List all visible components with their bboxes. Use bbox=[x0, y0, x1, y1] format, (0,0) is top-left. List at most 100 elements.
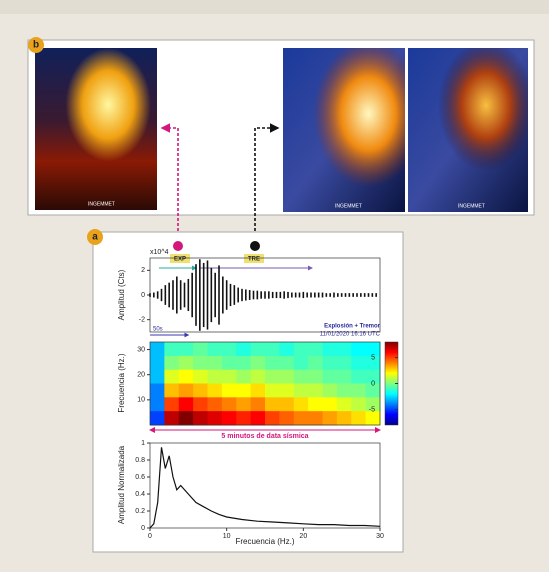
heatmap-cell bbox=[351, 384, 366, 398]
heatmap-cell bbox=[279, 370, 294, 384]
panel-label: b bbox=[33, 40, 39, 51]
heatmap-cell bbox=[208, 356, 223, 370]
y-tick-label: 0 bbox=[141, 292, 145, 299]
heatmap-cell bbox=[308, 397, 323, 411]
watermark: INGEMMET bbox=[88, 201, 115, 207]
heatmap-cell bbox=[294, 411, 309, 425]
heatmap-cell bbox=[265, 397, 280, 411]
connector-dot bbox=[250, 241, 260, 251]
heatmap-cell bbox=[236, 384, 251, 398]
heatmap-cell bbox=[164, 370, 179, 384]
heatmap-cell bbox=[208, 411, 223, 425]
x-tick-label: 10 bbox=[223, 533, 231, 540]
photo-glow bbox=[408, 48, 528, 212]
marker-label: TRE bbox=[248, 257, 260, 263]
y-tick-label: 0.4 bbox=[135, 491, 145, 498]
heatmap-cell bbox=[179, 342, 194, 356]
heatmap-cell bbox=[294, 370, 309, 384]
heatmap-cell bbox=[164, 356, 179, 370]
heatmap-cell bbox=[193, 342, 208, 356]
multiplier: x10^4 bbox=[150, 249, 169, 256]
heatmap-cell bbox=[150, 384, 165, 398]
heatmap-cell bbox=[308, 342, 323, 356]
heatmap-cell bbox=[323, 384, 338, 398]
heatmap-cell bbox=[150, 356, 165, 370]
event-label: Explosión + Tremor bbox=[324, 324, 381, 330]
x-tick-label: 20 bbox=[299, 533, 307, 540]
heatmap-cell bbox=[208, 397, 223, 411]
y-tick-label: 1 bbox=[141, 440, 145, 447]
heatmap-cell bbox=[308, 356, 323, 370]
y-tick-label: 20 bbox=[137, 372, 145, 379]
heatmap-cell bbox=[251, 356, 266, 370]
heatmap-cell bbox=[164, 411, 179, 425]
y-tick-label: 0.2 bbox=[135, 508, 145, 515]
heatmap-cell bbox=[193, 384, 208, 398]
heatmap-cell bbox=[222, 356, 237, 370]
heatmap-cell bbox=[351, 356, 366, 370]
heatmap-cell bbox=[236, 356, 251, 370]
watermark: INGEMMET bbox=[458, 203, 485, 209]
heatmap-cell bbox=[265, 384, 280, 398]
x-axis-label: Frecuencia (Hz.) bbox=[235, 537, 294, 546]
heatmap-cell bbox=[265, 370, 280, 384]
heatmap-cell bbox=[279, 356, 294, 370]
heatmap-cell bbox=[251, 370, 266, 384]
heatmap-cell bbox=[179, 356, 194, 370]
photo-glow bbox=[35, 48, 157, 210]
heatmap-cell bbox=[279, 342, 294, 356]
heatmap-cell bbox=[308, 384, 323, 398]
heatmap-cell bbox=[279, 397, 294, 411]
heatmap-cell bbox=[251, 397, 266, 411]
colorbar-tick-label: -5 bbox=[369, 406, 375, 413]
heatmap-cell bbox=[294, 342, 309, 356]
heatmap-cell bbox=[150, 397, 165, 411]
heatmap-cell bbox=[164, 384, 179, 398]
y-axis-label: Frecuencia (Hz.) bbox=[117, 353, 126, 412]
heatmap-cell bbox=[366, 411, 381, 425]
heatmap-cell bbox=[193, 411, 208, 425]
heatmap-cell bbox=[265, 356, 280, 370]
heatmap-cell bbox=[251, 384, 266, 398]
y-tick-label: 0 bbox=[141, 525, 145, 532]
heatmap-cell bbox=[150, 342, 165, 356]
caption: 5 minutos de data sísmica bbox=[221, 433, 308, 440]
y-axis-label: Amplitud (Cts) bbox=[117, 269, 126, 320]
heatmap-cell bbox=[222, 370, 237, 384]
heatmap-cell bbox=[193, 397, 208, 411]
watermark: INGEMMET bbox=[335, 203, 362, 209]
datetime: 11/01/2020 16:16 UTC bbox=[320, 332, 381, 338]
heatmap-cell bbox=[208, 384, 223, 398]
heatmap-cell bbox=[236, 370, 251, 384]
heatmap-cell bbox=[337, 370, 352, 384]
y-tick-label: 30 bbox=[137, 346, 145, 353]
heatmap-cell bbox=[351, 342, 366, 356]
heatmap-cell bbox=[193, 356, 208, 370]
heatmap-cell bbox=[294, 384, 309, 398]
heatmap-cell bbox=[222, 411, 237, 425]
heatmap-cell bbox=[294, 356, 309, 370]
heatmap-cell bbox=[150, 411, 165, 425]
heatmap-cell bbox=[337, 397, 352, 411]
y-tick-label: -2 bbox=[139, 317, 145, 324]
heatmap-cell bbox=[337, 342, 352, 356]
heatmap-cell bbox=[251, 342, 266, 356]
heatmap-cell bbox=[279, 411, 294, 425]
heatmap-cell bbox=[351, 370, 366, 384]
heatmap-cell bbox=[323, 342, 338, 356]
heatmap-cell bbox=[193, 370, 208, 384]
heatmap-cell bbox=[164, 342, 179, 356]
heatmap-cell bbox=[236, 342, 251, 356]
heatmap-cell bbox=[265, 411, 280, 425]
heatmap-cell bbox=[179, 411, 194, 425]
heatmap-cell bbox=[164, 397, 179, 411]
heatmap-cell bbox=[150, 370, 165, 384]
top-strip bbox=[0, 0, 549, 14]
y-tick-label: 0.8 bbox=[135, 457, 145, 464]
heatmap-cell bbox=[251, 411, 266, 425]
y-tick-label: 0.6 bbox=[135, 474, 145, 481]
heatmap-cell bbox=[179, 397, 194, 411]
heatmap-cell bbox=[323, 356, 338, 370]
heatmap-cell bbox=[351, 397, 366, 411]
heatmap-cell bbox=[337, 356, 352, 370]
